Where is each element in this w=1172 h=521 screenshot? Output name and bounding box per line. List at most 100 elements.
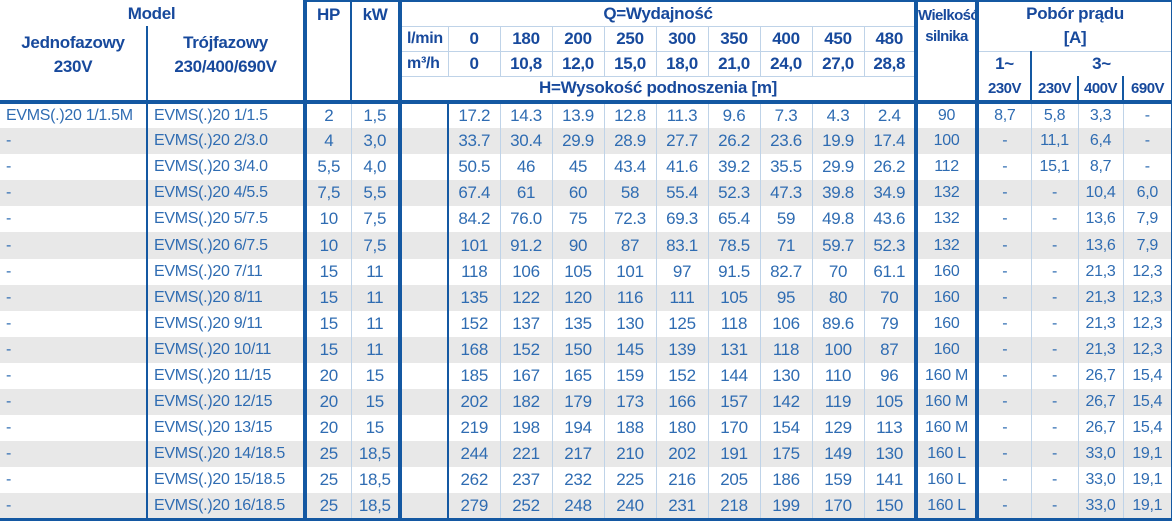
head-value-cell: 91.5 [708, 258, 761, 285]
current-1ph-230v-cell: - [977, 467, 1032, 494]
head-value-cell: 65.4 [708, 206, 761, 233]
head-value-cell: 27.7 [656, 128, 709, 155]
flow-title-header: Q=Wydajność [400, 0, 919, 27]
head-value-cell: 159 [604, 362, 657, 390]
head-value-cell: 39.8 [812, 180, 865, 207]
head-value-cell: 106 [760, 310, 813, 337]
motor-size-cell: 90 [916, 99, 980, 129]
head-value-cell: 194 [552, 415, 605, 442]
head-value-cell: 83.1 [656, 232, 709, 259]
hp-cell: 25 [305, 441, 352, 468]
model-three-phase-cell: EVMS(.)20 9/11 [147, 310, 308, 337]
table-row: - EVMS(.)20 2/3.0 4 3,0 33.7 30.4 29.9 28.9 27.7… [0, 128, 1172, 155]
current-1ph-230v-cell: 8,7 [977, 99, 1032, 129]
head-value-cell: 43.4 [604, 154, 657, 181]
hp-cell: 25 [305, 493, 352, 521]
kw-cell: 15 [351, 389, 403, 416]
current-1ph-230v-cell: - [977, 284, 1032, 311]
model-three-phase-cell: EVMS(.)20 7/11 [147, 258, 308, 285]
head-value-cell: 248 [552, 493, 605, 521]
table-row: EVMS(.)20 1/1.5M EVMS(.)20 1/1.5 2 1,5 17.2 1… [0, 99, 1172, 129]
model-single-phase-cell: - [0, 232, 148, 259]
motor-size-cell: 160 [916, 310, 980, 337]
model-three-phase-cell: EVMS(.)20 3/4.0 [147, 154, 308, 181]
kw-cell: 5,5 [351, 180, 403, 207]
head-value-cell: 152 [656, 362, 709, 390]
current-3ph-230v-cell: - [1031, 284, 1079, 311]
head-value-cell: 170 [812, 493, 865, 521]
current-1ph-230v-cell: - [977, 128, 1032, 155]
head-value-cell: 80 [812, 284, 865, 311]
head-value-cell: 61 [500, 180, 553, 207]
head-value-cell: 135 [552, 310, 605, 337]
motor-size-header: Wielkość silnika [916, 0, 980, 102]
head-value-cell: 101 [448, 232, 501, 259]
model-single-phase-cell: EVMS(.)20 1/1.5M [0, 99, 148, 129]
model-single-phase-cell: - [0, 389, 148, 416]
head-value-cell: 97 [656, 258, 709, 285]
hp-cell: 15 [305, 284, 352, 311]
head-value-cell: 120 [552, 284, 605, 311]
head-value-cell: 167 [500, 362, 553, 390]
head-value-cell: 52.3 [864, 232, 919, 259]
model-three-phase-cell: EVMS(.)20 8/11 [147, 284, 308, 311]
current-3ph-230v-cell: - [1031, 336, 1079, 363]
flow-lmin-header: 180 [500, 26, 553, 52]
current-3ph-400v-cell: 13,6 [1078, 232, 1124, 259]
model-single-phase-cell: - [0, 154, 148, 181]
head-value-cell: 225 [604, 467, 657, 494]
model-single-phase-cell: - [0, 493, 148, 521]
table-row: - EVMS(.)20 7/11 15 11 118 106 105 101 97 91.5 82.… [0, 258, 1172, 285]
head-value-cell: 141 [864, 467, 919, 494]
head-value-cell: 237 [500, 467, 553, 494]
current-3ph-400v-cell: 10,4 [1078, 180, 1124, 207]
model-header: Model [0, 1, 308, 26]
hp-cell: 10 [305, 206, 352, 233]
head-value-cell: 2.4 [864, 99, 919, 129]
head-value-cell: 149 [812, 441, 865, 468]
current-3ph-690v-cell: 15,4 [1123, 362, 1172, 390]
current-3ph-690v-cell: 15,4 [1123, 389, 1172, 416]
kw-cell: 3,0 [351, 128, 403, 155]
header-row-3: m³/h 0 10,8 12,0 15,0 18,0 21,0 24,0 27,… [0, 51, 1172, 77]
head-value-cell: 166 [656, 389, 709, 416]
head-value-cell: 17.4 [864, 128, 919, 155]
head-value-cell: 61.1 [864, 258, 919, 285]
head-value-cell: 78.5 [708, 232, 761, 259]
flow-m3h-header: 28,8 [864, 51, 919, 77]
flow-lmin-header: 350 [708, 26, 761, 52]
model-three-phase-cell: EVMS(.)20 14/18.5 [147, 441, 308, 468]
head-value-cell: 11.3 [656, 99, 709, 129]
head-value-cell: 33.7 [448, 128, 501, 155]
head-value-cell: 131 [708, 336, 761, 363]
current-1ph-230v-cell: - [977, 415, 1032, 442]
current-3ph-400v-cell: 21,3 [1078, 284, 1124, 311]
current-3ph-230v-cell: 5,8 [1031, 99, 1079, 129]
model-three-phase-cell: EVMS(.)20 5/7.5 [147, 206, 308, 233]
head-value-cell: 218 [708, 493, 761, 521]
unit-lmin-header: l/min [400, 26, 449, 52]
head-value-cell: 19.9 [812, 128, 865, 155]
head-value-cell: 122 [500, 284, 553, 311]
head-value-cell: 118 [448, 258, 501, 285]
model-single-phase-cell: - [0, 362, 148, 390]
head-value-cell: 130 [864, 441, 919, 468]
current-3ph-690v-cell: 19,1 [1123, 493, 1172, 521]
unit-spacer-cell [400, 441, 450, 468]
unit-spacer-cell [400, 154, 450, 181]
current-3ph-400v-cell: 6,4 [1078, 128, 1124, 155]
hp-cell: 15 [305, 258, 352, 285]
head-value-cell: 60 [552, 180, 605, 207]
model-three-phase-cell: EVMS(.)20 4/5.5 [147, 180, 308, 207]
table-row: - EVMS(.)20 6/7.5 10 7,5 101 91.2 90 87 83.1 78.5… [0, 232, 1172, 259]
motor-size-cell: 160 [916, 284, 980, 311]
flow-lmin-header: 250 [604, 26, 657, 52]
motor-size-cell: 132 [916, 180, 980, 207]
head-value-cell: 82.7 [760, 258, 813, 285]
table-header: Model HP kW Q=Wydajność Wielkość silnika… [0, 0, 1172, 102]
motor-size-cell: 100 [916, 128, 980, 155]
current-3ph-400v-cell: 33,0 [1078, 493, 1124, 521]
hp-header: HP [305, 0, 353, 102]
flow-lmin-header: 0 [448, 26, 501, 52]
current-3ph-690v-cell: 19,1 [1123, 441, 1172, 468]
